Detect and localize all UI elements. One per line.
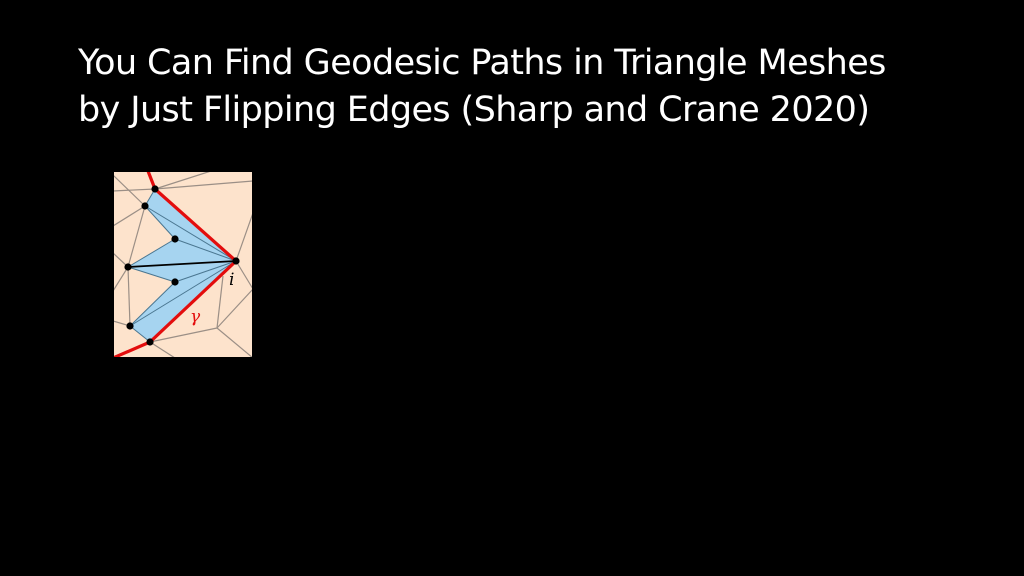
wedge-region xyxy=(128,189,236,342)
mesh-edges xyxy=(113,171,253,358)
slide-title-line-1: You Can Find Geodesic Paths in Triangle … xyxy=(78,43,886,83)
vertex-dot xyxy=(141,202,149,210)
slide-title: You Can Find Geodesic Paths in Triangle … xyxy=(78,40,978,134)
vertex-dot xyxy=(146,338,154,346)
wedge-edges xyxy=(127,188,237,343)
vertex-dot xyxy=(151,185,159,193)
slide-title-line-2: by Just Flipping Edges (Sharp and Crane … xyxy=(78,90,870,130)
mesh-illustration: i γ xyxy=(113,171,253,358)
geodesic-mesh-figure: i γ xyxy=(113,171,253,358)
vertex-dot xyxy=(171,235,179,243)
vertex-dot xyxy=(126,322,134,330)
vertex-i-label: i xyxy=(229,270,234,290)
vertex-dot xyxy=(171,278,179,286)
mesh-vertices xyxy=(124,185,240,346)
vertex-dot xyxy=(124,263,132,271)
vertex-i-dot xyxy=(232,257,240,265)
path-gamma-label: γ xyxy=(190,307,201,327)
figure-frame xyxy=(113,171,253,358)
flipped-edge xyxy=(127,260,237,268)
